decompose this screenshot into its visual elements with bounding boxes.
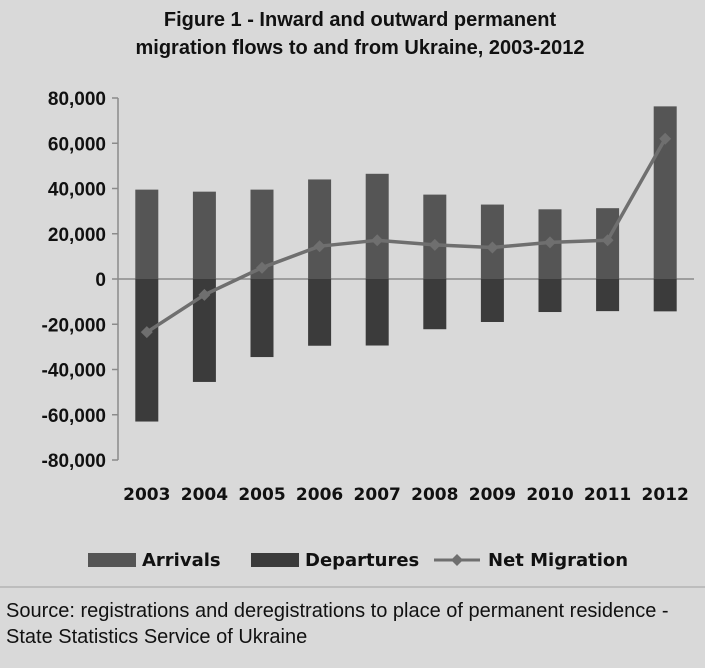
point-net-migration — [313, 240, 326, 253]
x-tick-label: 2008 — [411, 485, 458, 505]
bar-departures — [250, 279, 274, 358]
legend-item-arrivals: Arrivals — [88, 546, 221, 574]
chart-title-line1: Figure 1 - Inward and outward permanent — [163, 9, 557, 31]
bar-arrivals — [653, 106, 677, 279]
y-tick-label: 20,000 — [48, 225, 106, 246]
x-tick-label: 2009 — [469, 485, 516, 505]
legend-swatch-departures — [251, 553, 299, 567]
bar-arrivals — [192, 191, 216, 279]
legend-swatch-arrivals — [88, 553, 136, 567]
x-tick-label: 2012 — [642, 485, 689, 505]
bar-departures — [308, 279, 332, 346]
source-note: Source: registrations and deregistration… — [6, 600, 669, 648]
point-net-migration — [486, 241, 499, 254]
y-tick-label: -60,000 — [42, 406, 106, 427]
y-tick-label: -20,000 — [42, 315, 106, 336]
chart-plot: 80,000 60,000 40,000 20,000 0 -20,000 -40,000 -… — [42, 89, 694, 505]
point-net-migration — [198, 288, 211, 301]
bar-departures — [596, 279, 620, 312]
bar-departures — [365, 279, 389, 346]
bar-departures — [423, 279, 447, 330]
bar-arrivals — [250, 189, 274, 279]
bar-departures — [538, 279, 562, 313]
x-tick-label: 2004 — [181, 485, 228, 505]
chart-title-line2: migration flows to and from Ukraine, 200… — [135, 37, 585, 59]
point-net-migration — [659, 132, 672, 145]
chart-legend: Arrivals Departures Net Migration — [0, 546, 705, 574]
bar-arrivals — [135, 189, 159, 279]
point-net-migration — [140, 326, 153, 339]
bar-arrivals — [365, 173, 389, 279]
x-tick-label: 2011 — [584, 485, 631, 505]
y-tick-label: 0 — [95, 270, 106, 291]
bar-departures — [192, 279, 216, 382]
legend-item-net-migration: Net Migration — [432, 546, 628, 574]
point-net-migration — [544, 236, 556, 249]
bar-departures — [653, 279, 677, 312]
divider — [0, 586, 705, 588]
x-tick-label: 2005 — [238, 485, 285, 505]
point-net-migration — [428, 238, 441, 251]
y-tick-label: 60,000 — [48, 134, 106, 155]
legend-item-departures: Departures — [251, 546, 419, 574]
legend-label-departures: Departures — [305, 549, 420, 571]
x-tick-label: 2010 — [526, 485, 573, 505]
bar-arrivals — [308, 179, 332, 279]
x-tick-label: 2003 — [123, 485, 170, 505]
y-tick-label: -40,000 — [42, 361, 106, 382]
point-net-migration — [256, 261, 268, 274]
chart-panel: Figure 1 - Inward and outward permanent … — [0, 6, 705, 574]
bar-departures — [480, 279, 504, 322]
x-tick-label: 2006 — [296, 485, 343, 505]
legend-swatch-net-migration — [434, 554, 480, 566]
bar-departures — [135, 279, 159, 422]
y-tick-label: 40,000 — [48, 180, 106, 201]
point-net-migration — [371, 234, 384, 247]
line-net-migration — [145, 137, 667, 334]
y-tick-label: 80,000 — [48, 89, 106, 110]
bar-arrivals — [423, 194, 447, 279]
point-net-migration — [601, 234, 614, 247]
y-tick-label: -80,000 — [42, 451, 106, 472]
legend-label-net-migration: Net Migration — [488, 549, 629, 571]
legend-label-arrivals: Arrivals — [142, 549, 221, 571]
chart-title: Figure 1 - Inward and outward permanent … — [40, 6, 680, 62]
x-tick-label: 2007 — [354, 485, 401, 505]
